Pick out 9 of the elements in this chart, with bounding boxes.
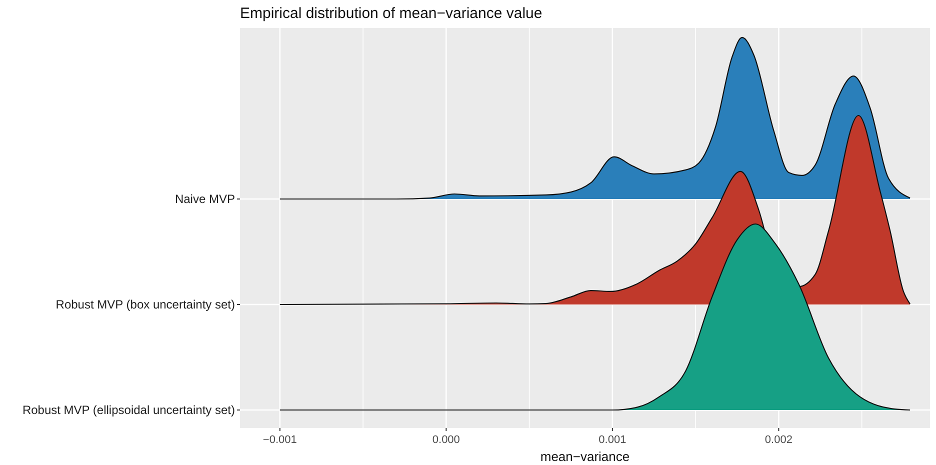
x-tick-label: 0.001 xyxy=(598,434,626,446)
chart-title: Empirical distribution of mean−variance value xyxy=(240,5,542,22)
x-tick-label: 0.000 xyxy=(432,434,460,446)
x-axis-title: mean−variance xyxy=(540,449,630,464)
y-axis-title: Robust MVP (box uncertainty set) xyxy=(56,298,235,312)
x-tick-label: −0.001 xyxy=(262,434,297,446)
y-axis-title: Naive MVP xyxy=(174,192,235,206)
x-tick-label: 0.002 xyxy=(764,434,792,446)
y-axis-title: Robust MVP (ellipsoidal uncertainty set) xyxy=(22,403,235,418)
